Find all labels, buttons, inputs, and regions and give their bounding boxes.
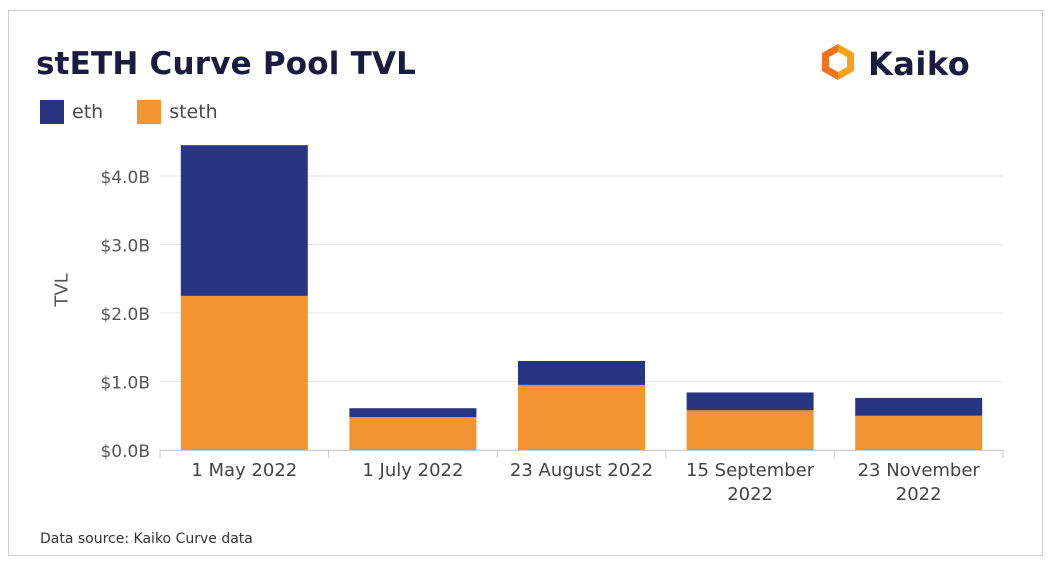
legend-item-steth: steth xyxy=(137,100,218,124)
legend-label-steth: steth xyxy=(169,101,218,123)
y-tick-label: $3.0B xyxy=(100,237,150,257)
y-tick-label: $0.0B xyxy=(100,442,150,462)
y-tick-label: $2.0B xyxy=(100,305,150,325)
data-source-note: Data source: Kaiko Curve data xyxy=(40,531,253,547)
x-tick-label: 15 September 2022 xyxy=(686,460,815,505)
y-tick-label: $4.0B xyxy=(100,168,150,188)
legend-item-eth: eth xyxy=(40,100,103,124)
legend-swatch-eth xyxy=(40,100,64,124)
kaiko-logo-text: Kaiko xyxy=(868,45,971,83)
y-tick-label: $1.0B xyxy=(100,374,150,394)
chart-title: stETH Curve Pool TVL xyxy=(36,46,417,82)
bar-eth xyxy=(686,392,814,411)
x-tick-label: 23 November 2022 xyxy=(858,460,981,505)
kaiko-logo-icon xyxy=(818,42,858,86)
bar-eth xyxy=(349,408,477,418)
bar-eth xyxy=(180,145,308,296)
x-tick-label: 1 May 2022 xyxy=(191,460,297,481)
bar-eth xyxy=(518,360,645,385)
bar-steth xyxy=(180,295,308,450)
x-tick-label: 1 July 2022 xyxy=(362,460,463,481)
chart-legend: eth steth xyxy=(40,100,252,124)
chart-frame xyxy=(8,10,1043,556)
legend-label-eth: eth xyxy=(72,101,104,123)
kaiko-logo: Kaiko xyxy=(818,42,970,86)
x-tick-label: 23 August 2022 xyxy=(510,460,653,481)
bar-steth xyxy=(349,417,477,450)
bar-steth xyxy=(518,384,645,450)
bar-steth xyxy=(686,410,814,450)
bar-eth xyxy=(855,397,983,416)
legend-swatch-steth xyxy=(137,100,162,124)
bar-steth xyxy=(855,415,983,450)
